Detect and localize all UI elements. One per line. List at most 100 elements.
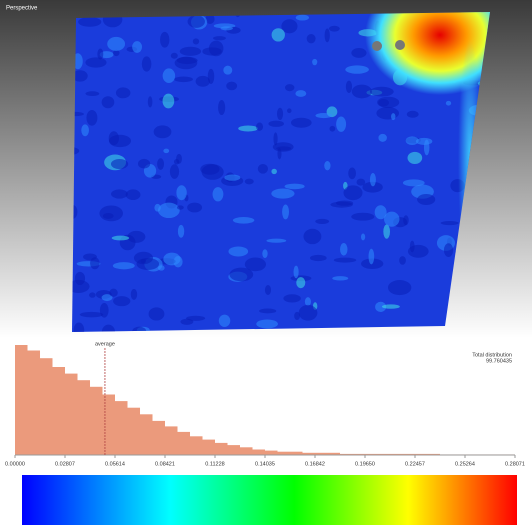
texture bbox=[315, 219, 329, 224]
texture bbox=[295, 90, 306, 97]
texture bbox=[370, 173, 376, 186]
texture bbox=[131, 289, 137, 300]
texture bbox=[111, 189, 128, 198]
x-tick-label: 0.28071 bbox=[505, 461, 525, 467]
bar bbox=[215, 443, 228, 455]
texture bbox=[209, 41, 223, 57]
texture bbox=[382, 304, 400, 308]
texture bbox=[325, 28, 330, 42]
texture bbox=[388, 280, 411, 295]
texture bbox=[85, 91, 99, 96]
texture bbox=[340, 243, 347, 256]
texture bbox=[287, 108, 292, 113]
texture bbox=[219, 315, 230, 327]
texture bbox=[406, 136, 419, 145]
texture bbox=[273, 132, 277, 145]
texture bbox=[294, 266, 299, 279]
texture bbox=[174, 77, 193, 83]
average-label: average bbox=[95, 341, 115, 347]
histogram: 0.000000.028070.056140.084210.112280.140… bbox=[5, 341, 525, 467]
texture bbox=[113, 296, 130, 306]
marker bbox=[372, 41, 382, 51]
bar bbox=[140, 414, 153, 455]
annotation: 99.760435 bbox=[486, 358, 512, 364]
bar bbox=[65, 374, 78, 455]
texture bbox=[384, 212, 399, 227]
texture bbox=[316, 113, 333, 118]
bar bbox=[78, 380, 91, 455]
texture bbox=[265, 285, 271, 295]
texture bbox=[109, 289, 117, 297]
texture bbox=[312, 59, 317, 65]
bar bbox=[153, 421, 165, 455]
texture bbox=[283, 294, 300, 302]
texture bbox=[149, 307, 165, 320]
texture bbox=[334, 258, 356, 263]
texture bbox=[158, 203, 180, 218]
texture bbox=[89, 292, 96, 297]
texture bbox=[378, 99, 389, 107]
bar bbox=[240, 447, 253, 455]
texture bbox=[136, 258, 159, 270]
texture bbox=[112, 236, 129, 241]
texture bbox=[83, 253, 97, 260]
screen: Perspective 0.000000.028070.056140.08421… bbox=[0, 0, 532, 528]
texture bbox=[296, 277, 305, 288]
texture bbox=[336, 116, 346, 131]
texture bbox=[113, 262, 135, 269]
texture bbox=[330, 202, 352, 208]
texture bbox=[85, 57, 106, 67]
texture bbox=[410, 241, 415, 253]
texture bbox=[262, 249, 267, 258]
texture bbox=[357, 179, 366, 186]
texture bbox=[330, 126, 336, 132]
texture bbox=[223, 66, 232, 75]
texture bbox=[233, 217, 254, 224]
texture bbox=[324, 161, 330, 170]
x-tick-label: 0.02807 bbox=[55, 461, 75, 467]
texture bbox=[446, 101, 451, 106]
texture bbox=[107, 37, 125, 51]
texture bbox=[238, 125, 258, 131]
x-tick-label: 0.08421 bbox=[155, 461, 175, 467]
texture bbox=[170, 164, 179, 179]
texture bbox=[258, 164, 268, 174]
texture bbox=[163, 68, 176, 83]
bar bbox=[102, 395, 115, 456]
texture bbox=[351, 213, 374, 221]
texture bbox=[268, 121, 284, 127]
texture bbox=[99, 205, 123, 221]
texture bbox=[100, 303, 109, 318]
texture bbox=[303, 229, 321, 244]
texture bbox=[285, 84, 294, 91]
marker bbox=[395, 40, 405, 50]
texture bbox=[228, 246, 248, 256]
color-scale bbox=[22, 475, 517, 525]
texture bbox=[407, 152, 422, 164]
texture bbox=[291, 118, 312, 128]
texture bbox=[221, 26, 233, 30]
texture bbox=[407, 111, 419, 118]
texture bbox=[126, 189, 141, 200]
texture bbox=[277, 108, 283, 120]
texture bbox=[444, 243, 453, 257]
viewport-label: Perspective bbox=[6, 6, 38, 12]
texture bbox=[332, 276, 348, 280]
x-tick-label: 0.14035 bbox=[255, 461, 275, 467]
bar bbox=[128, 408, 141, 455]
texture bbox=[103, 213, 114, 219]
texture bbox=[109, 135, 131, 147]
texture bbox=[213, 187, 224, 201]
texture bbox=[148, 96, 153, 107]
bar bbox=[177, 432, 190, 455]
bar bbox=[190, 436, 203, 455]
texture bbox=[81, 124, 89, 136]
x-tick-label: 0.11228 bbox=[205, 461, 224, 467]
bar bbox=[265, 451, 278, 455]
texture bbox=[177, 205, 184, 209]
bar bbox=[40, 358, 52, 455]
texture bbox=[188, 15, 205, 28]
texture bbox=[417, 194, 435, 205]
texture bbox=[346, 81, 352, 93]
texture bbox=[266, 239, 286, 243]
